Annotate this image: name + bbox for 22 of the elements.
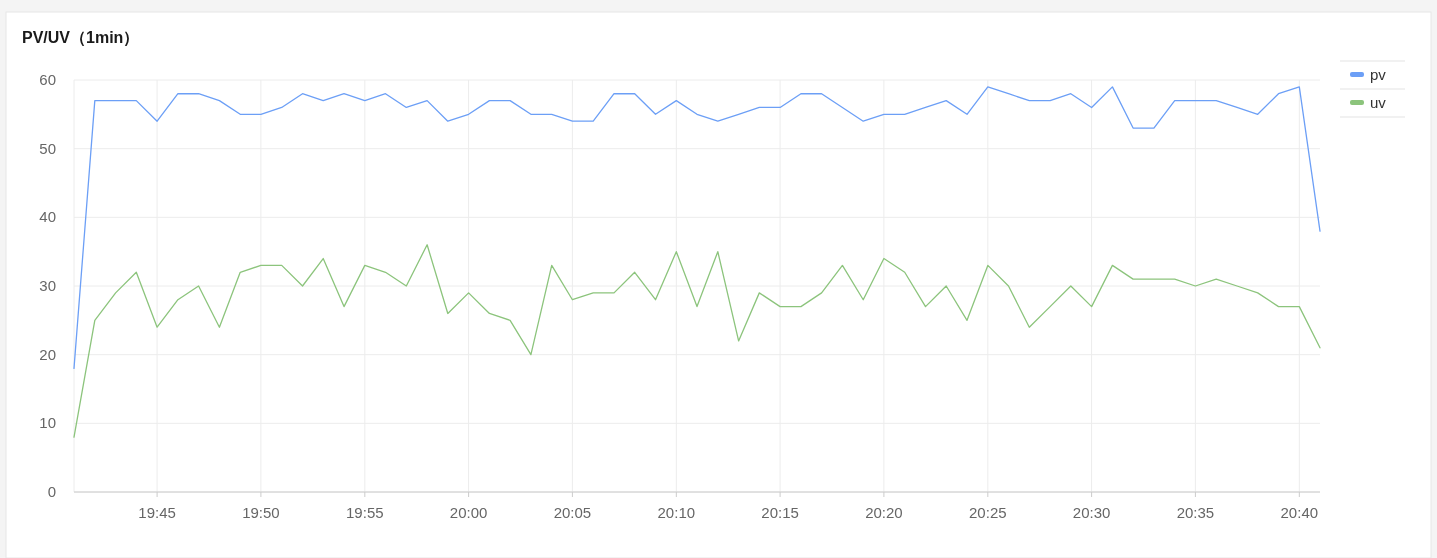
x-tick-label: 20:15 [761,504,799,521]
x-tick-label: 20:05 [553,504,592,521]
x-tick-label: 19:50 [242,504,280,521]
x-tick-label: 20:30 [1072,504,1111,521]
y-tick-label: 30 [39,277,56,294]
y-tick-label: 0 [47,483,56,500]
y-tick-label: 60 [39,71,56,88]
x-tick-label: 20:25 [969,504,1007,521]
y-tick-label: 40 [39,208,56,226]
x-tick-label: 20:35 [1176,504,1215,521]
x-tick-label: 20:40 [1280,504,1319,521]
y-tick-label: 50 [39,139,56,157]
title: PV/UV（1min） [22,29,140,46]
y-tick-label: 10 [39,414,56,432]
x-tick-label: 20:20 [865,504,903,521]
x-tick-label: 19:45 [138,504,176,521]
x-tick-label: 19:55 [346,504,384,521]
x-tick-label: 20:10 [657,504,696,521]
legend-label: pv [1370,66,1387,83]
y-tick-label: 20 [39,345,56,363]
legend-label: uv [1370,94,1387,111]
x-tick-label: 20:00 [449,504,488,521]
